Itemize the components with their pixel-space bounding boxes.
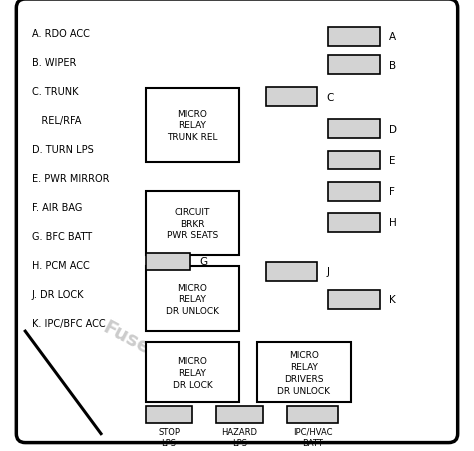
Bar	[266, 262, 317, 281]
Text: F. AIR BAG: F. AIR BAG	[32, 202, 82, 212]
Bar	[287, 407, 338, 423]
Bar	[328, 28, 380, 47]
Text: A: A	[389, 32, 396, 42]
Polygon shape	[25, 331, 101, 434]
Text: K: K	[389, 295, 395, 305]
Text: J. DR LOCK: J. DR LOCK	[32, 289, 84, 299]
Text: J: J	[326, 267, 329, 277]
Text: IPC/HVAC
BATT: IPC/HVAC BATT	[293, 427, 332, 447]
Bar	[266, 88, 317, 107]
Bar	[257, 342, 351, 403]
Bar	[328, 151, 380, 170]
Bar	[216, 407, 263, 423]
Text: Fuse-Box.info: Fuse-Box.info	[100, 317, 241, 404]
Text: H: H	[389, 218, 396, 228]
Text: CIRCUIT
BRKR
PWR SEATS: CIRCUIT BRKR PWR SEATS	[167, 207, 218, 240]
Bar	[328, 290, 380, 309]
Text: E. PWR MIRROR: E. PWR MIRROR	[32, 174, 109, 184]
Text: C: C	[326, 92, 334, 102]
Bar	[328, 120, 380, 139]
Text: F: F	[389, 187, 394, 197]
Bar	[146, 253, 190, 270]
Bar	[146, 191, 239, 256]
Text: MICRO
RELAY
DR UNLOCK: MICRO RELAY DR UNLOCK	[166, 283, 219, 315]
Text: K. IPC/BFC ACC: K. IPC/BFC ACC	[32, 318, 106, 328]
Bar	[328, 182, 380, 201]
Text: MICRO
RELAY
DR LOCK: MICRO RELAY DR LOCK	[173, 356, 212, 389]
Bar	[328, 213, 380, 232]
Bar	[328, 56, 380, 75]
Bar	[146, 407, 192, 423]
Text: G. BFC BATT: G. BFC BATT	[32, 231, 92, 241]
Bar	[146, 342, 239, 403]
Text: STOP
LPS: STOP LPS	[158, 427, 180, 447]
Text: MICRO
RELAY
TRUNK REL: MICRO RELAY TRUNK REL	[167, 110, 218, 142]
Text: C. TRUNK: C. TRUNK	[32, 87, 78, 97]
Text: MICRO
RELAY
DRIVERS
DR UNLOCK: MICRO RELAY DRIVERS DR UNLOCK	[277, 350, 330, 395]
Text: A. RDO ACC: A. RDO ACC	[32, 29, 90, 39]
Bar	[146, 89, 239, 162]
Text: D. TURN LPS: D. TURN LPS	[32, 145, 94, 155]
Text: B. WIPER: B. WIPER	[32, 58, 76, 68]
Bar	[146, 267, 239, 331]
Text: REL/RFA: REL/RFA	[32, 115, 82, 126]
Text: B: B	[389, 60, 396, 70]
Text: H. PCM ACC: H. PCM ACC	[32, 260, 90, 270]
Text: D: D	[389, 124, 397, 134]
FancyBboxPatch shape	[16, 0, 458, 442]
Text: E: E	[389, 156, 395, 166]
Text: HAZARD
LPS: HAZARD LPS	[221, 427, 257, 447]
Text: G: G	[199, 257, 207, 267]
